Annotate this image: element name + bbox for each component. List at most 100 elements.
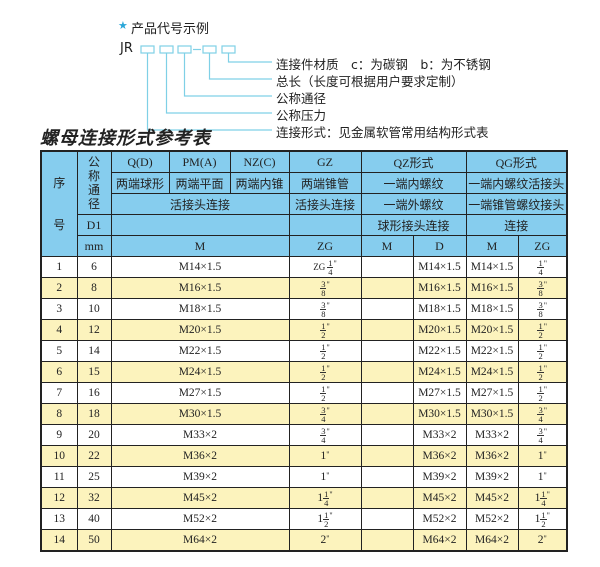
nominal-diameter: 50 bbox=[76, 529, 112, 552]
gz-zg: 3 4 " bbox=[288, 424, 362, 446]
qg-zg: 1 1 4 " bbox=[517, 487, 568, 509]
inch-mark: " bbox=[326, 426, 330, 436]
gz-zg: 1" bbox=[288, 445, 362, 467]
fraction-numerator: 1 bbox=[323, 488, 330, 499]
header-cell: M bbox=[465, 235, 519, 257]
header-seq: 序号 bbox=[40, 150, 78, 257]
qg-zg: 1 2 " bbox=[517, 382, 568, 404]
thread-m: M27×1.5 bbox=[110, 382, 290, 404]
code-box bbox=[177, 45, 192, 54]
nominal-diameter: 16 bbox=[76, 382, 112, 404]
inch-mark: " bbox=[543, 471, 547, 480]
header-cell bbox=[288, 214, 362, 236]
header-nominal: 公称通径 bbox=[76, 150, 112, 215]
connector-line bbox=[183, 53, 272, 97]
fraction-numerator: 3 bbox=[537, 278, 544, 289]
header-cell: 连接 bbox=[465, 214, 568, 236]
qz-d: M36×2 bbox=[412, 445, 467, 467]
qg-m: M22×1.5 bbox=[465, 340, 519, 362]
qg-zg: 1 2 " bbox=[517, 319, 568, 341]
header-cell: M bbox=[110, 235, 290, 257]
fraction-numerator: 1 bbox=[537, 341, 544, 352]
qg-zg: 1 1 2 " bbox=[517, 508, 568, 530]
qg-zg: 3 8 " bbox=[517, 298, 568, 320]
row-number: 4 bbox=[40, 319, 78, 341]
nominal-diameter: 18 bbox=[76, 403, 112, 425]
fraction-numerator: 1 bbox=[320, 362, 327, 373]
thread-m: M18×1.5 bbox=[110, 298, 290, 320]
row-number: 7 bbox=[40, 382, 78, 404]
gz-zg: 3 4 " bbox=[288, 403, 362, 425]
qz-m bbox=[360, 508, 414, 530]
header-cell: 活接头连接 bbox=[288, 193, 362, 215]
inch-mark: " bbox=[543, 426, 547, 436]
qz-d: M52×2 bbox=[412, 508, 467, 530]
header-cell: ZG bbox=[288, 235, 362, 257]
table-row: 7 16 M27×1.5 1 2 " M27×1.5 M27×1.5 1 2 " bbox=[40, 382, 568, 404]
fraction-numerator: 3 bbox=[537, 299, 544, 310]
fraction-denominator: 4 bbox=[538, 413, 543, 424]
gz-zg: 1 2 " bbox=[288, 382, 362, 404]
qg-zg: 1" bbox=[517, 466, 568, 488]
fraction-denominator: 4 bbox=[538, 434, 543, 445]
qg-zg: 1 2 " bbox=[517, 340, 568, 362]
qg-zg: 1" bbox=[517, 445, 568, 467]
inch-mark: " bbox=[543, 321, 547, 331]
code-box bbox=[140, 45, 155, 54]
code-box bbox=[202, 45, 217, 54]
gz-zg: ZG 1 4 " bbox=[288, 256, 362, 278]
fraction-whole: 1 bbox=[534, 491, 541, 504]
header-cell: PM(A) bbox=[168, 150, 231, 173]
qz-d: M30×1.5 bbox=[412, 403, 467, 425]
header-cell: GZ bbox=[288, 150, 362, 173]
inch-mark: " bbox=[543, 279, 547, 289]
fraction-whole: 2 bbox=[537, 534, 544, 546]
qz-m bbox=[360, 445, 414, 467]
gz-zg: 1 2 " bbox=[288, 319, 362, 341]
qz-d: M18×1.5 bbox=[412, 298, 467, 320]
fraction-denominator: 8 bbox=[321, 308, 326, 319]
code-box bbox=[221, 45, 236, 54]
inch-mark: " bbox=[326, 471, 330, 480]
table-row: 10 22 M36×2 1" M36×2 M36×2 1" bbox=[40, 445, 568, 467]
qg-m: M30×1.5 bbox=[465, 403, 519, 425]
qg-m: M36×2 bbox=[465, 445, 519, 467]
table-row: 4 12 M20×1.5 1 2 " M20×1.5 M20×1.5 1 2 " bbox=[40, 319, 568, 341]
qg-m: M27×1.5 bbox=[465, 382, 519, 404]
header-cell: D bbox=[412, 235, 467, 257]
qz-m bbox=[360, 403, 414, 425]
fraction-denominator: 2 bbox=[541, 518, 546, 529]
header-cell: NZ(C) bbox=[229, 150, 290, 173]
gz-zg: 1 2 " bbox=[288, 361, 362, 383]
inch-mark: " bbox=[333, 258, 337, 268]
header-cell: 一端外螺纹 bbox=[360, 193, 467, 215]
inch-mark: " bbox=[543, 534, 547, 543]
table-row: 2 8 M16×1.5 3 8 " M16×1.5 M16×1.5 3 8 " bbox=[40, 277, 568, 299]
row-number: 14 bbox=[40, 529, 78, 552]
connector-line bbox=[227, 53, 272, 63]
qz-d: M27×1.5 bbox=[412, 382, 467, 404]
header-cell: 一端内螺纹 bbox=[360, 172, 467, 194]
row-number: 10 bbox=[40, 445, 78, 467]
qg-m: M20×1.5 bbox=[465, 319, 519, 341]
row-number: 9 bbox=[40, 424, 78, 446]
gz-zg: 1 2 " bbox=[288, 340, 362, 362]
row-number: 6 bbox=[40, 361, 78, 383]
table-title: 螺母连接形式参考表 bbox=[40, 128, 211, 149]
table-row: 11 25 M39×2 1" M39×2 M39×2 1" bbox=[40, 466, 568, 488]
row-number: 11 bbox=[40, 466, 78, 488]
nominal-diameter: 10 bbox=[76, 298, 112, 320]
fraction-numerator: 3 bbox=[320, 299, 327, 310]
qz-d: M16×1.5 bbox=[412, 277, 467, 299]
gz-zg: 2" bbox=[288, 529, 362, 552]
header-cell: D1 bbox=[76, 214, 112, 236]
qz-m bbox=[360, 277, 414, 299]
